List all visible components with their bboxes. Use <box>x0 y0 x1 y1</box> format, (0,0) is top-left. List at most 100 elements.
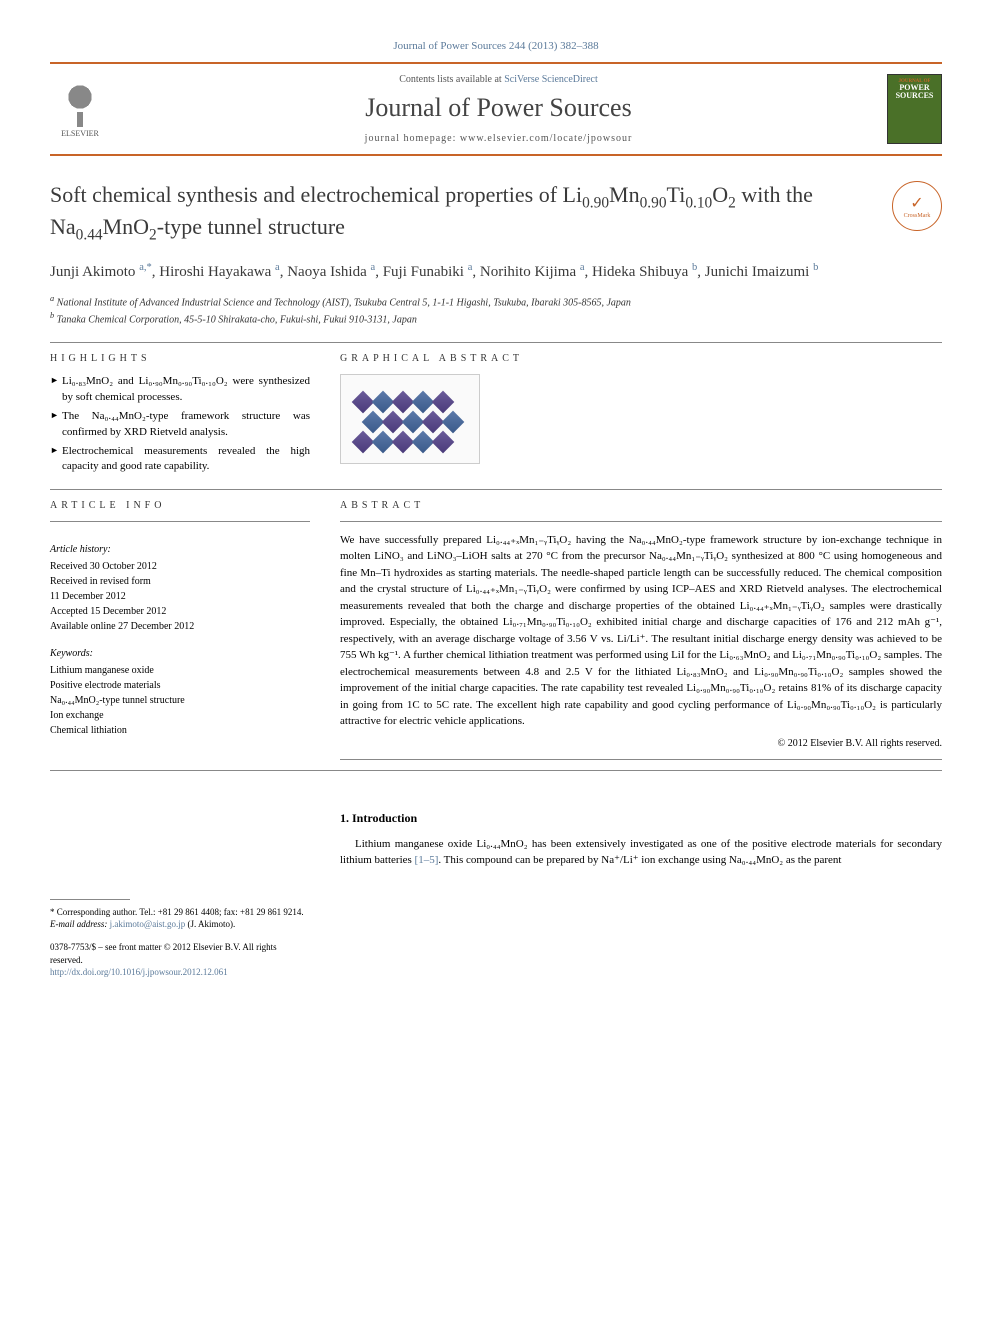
affiliations: a National Institute of Advanced Industr… <box>50 293 942 328</box>
title-sub: 0.90 <box>582 194 609 211</box>
author-affil[interactable]: a <box>468 262 473 273</box>
introduction-section: 1. Introduction Lithium manganese oxide … <box>340 811 942 979</box>
introduction-text: Lithium manganese oxide Li₀.₄₄MnO₂ has b… <box>340 836 942 869</box>
title-text: Soft chemical synthesis and electrochemi… <box>50 182 582 207</box>
title-text: Mn <box>609 182 640 207</box>
keyword: Lithium manganese oxide <box>50 663 310 678</box>
highlight-item: The Na₀.₄₄MnO₂-type framework structure … <box>50 409 310 440</box>
crossmark-icon: ✓ <box>910 193 923 213</box>
elsevier-logo: ELSEVIER <box>50 77 110 142</box>
octahedron-icon <box>382 411 405 434</box>
author-name: Naoya Ishida <box>287 264 367 280</box>
abstract-heading: ABSTRACT <box>340 500 942 511</box>
divider <box>340 759 942 760</box>
journal-cover-thumbnail: JOURNAL OF POWER SOURCES <box>887 74 942 144</box>
journal-header: ELSEVIER Contents lists available at Sci… <box>50 62 942 156</box>
divider <box>50 770 942 771</box>
keyword: Chemical lithiation <box>50 723 310 738</box>
keyword: Positive electrode materials <box>50 678 310 693</box>
homepage-line: journal homepage: www.elsevier.com/locat… <box>110 133 887 144</box>
abstract-text: We have successfully prepared Li₀.₄₄₊ₓMn… <box>340 532 942 730</box>
corresponding-author: * Corresponding author. Tel.: +81 29 861… <box>50 906 310 919</box>
journal-reference: Journal of Power Sources 244 (2013) 382–… <box>50 40 942 52</box>
author-corr[interactable]: * <box>146 262 151 273</box>
author: Junichi Imaizumi b <box>705 264 819 280</box>
affiliation-text: Tanaka Chemical Corporation, 45-5-10 Shi… <box>57 314 417 325</box>
header-center: Contents lists available at SciVerse Sci… <box>110 74 887 144</box>
keywords-label: Keywords: <box>50 646 310 661</box>
sciencedirect-link[interactable]: SciVerse ScienceDirect <box>504 74 598 85</box>
history-label: Article history: <box>50 542 310 557</box>
highlight-item: Li₀.₈₃MnO₂ and Li₀.₉₀Mn₀.₉₀Ti₀.₁₀O₂ were… <box>50 374 310 405</box>
graphical-abstract-column: GRAPHICAL ABSTRACT <box>340 353 942 478</box>
affiliation-b: b Tanaka Chemical Corporation, 45-5-10 S… <box>50 310 942 327</box>
divider <box>50 342 942 343</box>
title-text: -type tunnel structure <box>157 214 345 239</box>
keyword: Na₀.₄₄MnO₂-type tunnel structure <box>50 693 310 708</box>
divider <box>340 521 942 522</box>
octahedron-icon <box>402 411 425 434</box>
doi-line: http://dx.doi.org/10.1016/j.jpowsour.201… <box>50 966 310 979</box>
authors-list: Junji Akimoto a,*, Hiroshi Hayakawa a, N… <box>50 261 942 283</box>
octahedron-icon <box>352 431 375 454</box>
author-name: Norihito Kijima <box>480 264 576 280</box>
author-name: Junichi Imaizumi <box>705 264 810 280</box>
title-sub: 2 <box>149 227 157 244</box>
email-link[interactable]: j.akimoto@aist.go.jp <box>110 919 186 929</box>
graphical-abstract-heading: GRAPHICAL ABSTRACT <box>340 353 942 364</box>
contents-prefix: Contents lists available at <box>399 74 504 85</box>
author: Naoya Ishida a <box>287 264 375 280</box>
author: Hideka Shibuya b <box>592 264 697 280</box>
crossmark-label: CrossMark <box>904 213 931 219</box>
title-row: Soft chemical synthesis and electrochemi… <box>50 181 942 246</box>
article-title: Soft chemical synthesis and electrochemi… <box>50 181 872 246</box>
accepted-date: Accepted 15 December 2012 <box>50 604 310 619</box>
title-text: Ti <box>667 182 686 207</box>
author-name: Junji Akimoto <box>50 264 135 280</box>
article-info-heading: ARTICLE INFO <box>50 500 310 511</box>
issn-line: 0378-7753/$ – see front matter © 2012 El… <box>50 941 310 966</box>
reference-link[interactable]: [1–5] <box>415 854 439 866</box>
title-sub: 0.10 <box>685 194 712 211</box>
footnote-divider <box>50 899 130 900</box>
author-affil[interactable]: b <box>813 262 818 273</box>
title-text: MnO <box>103 214 149 239</box>
octahedron-icon <box>412 431 435 454</box>
affiliation-text: National Institute of Advanced Industria… <box>57 297 631 308</box>
article-info-block: Article history: Received 30 October 201… <box>50 542 310 738</box>
octahedron-icon <box>392 391 415 414</box>
octahedron-icon <box>362 411 385 434</box>
footer-left: * Corresponding author. Tel.: +81 29 861… <box>50 781 310 979</box>
octahedron-icon <box>432 431 455 454</box>
corresponding-author-block: * Corresponding author. Tel.: +81 29 861… <box>50 881 310 979</box>
octahedron-icon <box>412 391 435 414</box>
page-container: Journal of Power Sources 244 (2013) 382–… <box>0 0 992 1019</box>
title-text: O <box>712 182 728 207</box>
revised-date: 11 December 2012 <box>50 589 310 604</box>
author: Norihito Kijima a <box>480 264 585 280</box>
homepage-url[interactable]: www.elsevier.com/locate/jpowsour <box>460 133 632 144</box>
crystal-structure-icon <box>350 384 470 454</box>
highlights-column: HIGHLIGHTS Li₀.₈₃MnO₂ and Li₀.₉₀Mn₀.₉₀Ti… <box>50 353 310 478</box>
author-affil[interactable]: a <box>580 262 585 273</box>
graphical-abstract-image <box>340 374 480 464</box>
revised-label: Received in revised form <box>50 574 310 589</box>
divider <box>50 521 310 522</box>
author: Junji Akimoto a,* <box>50 264 152 280</box>
abstract-column: ABSTRACT We have successfully prepared L… <box>340 500 942 770</box>
highlights-list: Li₀.₈₃MnO₂ and Li₀.₉₀Mn₀.₉₀Ti₀.₁₀O₂ were… <box>50 374 310 474</box>
email-label: E-mail address: <box>50 919 110 929</box>
cover-label-3: SOURCES <box>896 92 934 100</box>
author-affil[interactable]: a <box>275 262 280 273</box>
crossmark-badge[interactable]: ✓ CrossMark <box>892 181 942 231</box>
elsevier-label: ELSEVIER <box>61 129 99 138</box>
contents-available-line: Contents lists available at SciVerse Sci… <box>110 74 887 85</box>
author-name: Hideka Shibuya <box>592 264 688 280</box>
highlights-graphical-row: HIGHLIGHTS Li₀.₈₃MnO₂ and Li₀.₉₀Mn₀.₉₀Ti… <box>50 353 942 478</box>
title-sub: 0.44 <box>76 227 103 244</box>
highlights-heading: HIGHLIGHTS <box>50 353 310 364</box>
octahedron-icon <box>372 431 395 454</box>
author-affil[interactable]: b <box>692 262 697 273</box>
doi-link[interactable]: http://dx.doi.org/10.1016/j.jpowsour.201… <box>50 967 228 977</box>
author-affil[interactable]: a <box>371 262 376 273</box>
